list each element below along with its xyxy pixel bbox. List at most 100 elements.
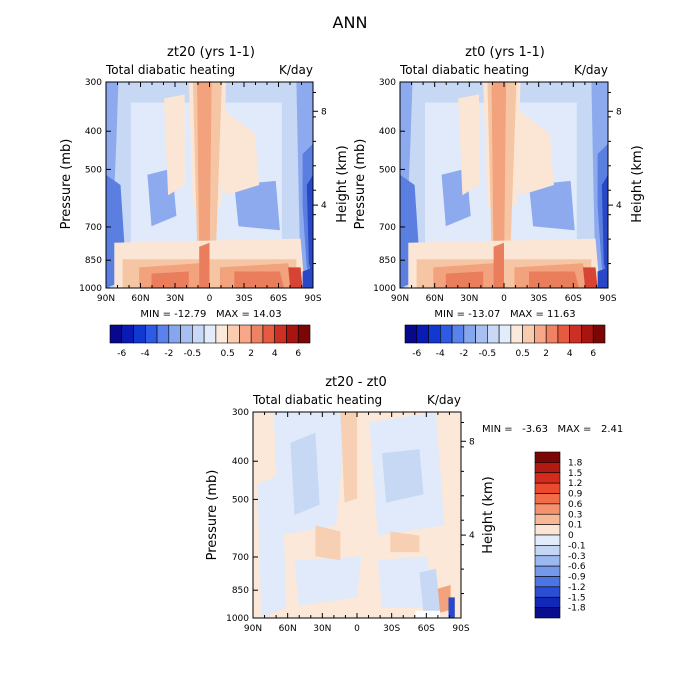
x-tick-label: 0 — [501, 294, 507, 304]
y-axis-label: Pressure (mb) — [205, 470, 220, 561]
contour-fill-region — [377, 556, 432, 608]
colorbar-label: -1.8 — [568, 604, 586, 614]
colorbar-swatch — [404, 324, 418, 344]
y-tick-label: 850 — [232, 586, 249, 596]
colorbar-swatch — [109, 324, 123, 344]
colorbar-swatch — [475, 324, 488, 344]
colorbar-swatch — [286, 324, 299, 344]
y-tick-label: 300 — [85, 78, 102, 88]
colorbar-label: -2 — [459, 349, 468, 359]
contour-fill-region — [529, 271, 579, 288]
contour-fill-region — [529, 180, 575, 231]
panel-subtitle-right: K/day — [427, 393, 461, 407]
contour-fill-region — [508, 102, 554, 196]
colorbar-swatch — [144, 324, 158, 344]
x-tick-label: 60S — [418, 624, 435, 634]
colorbar-swatch — [510, 324, 523, 344]
y-right-tick-label: 8 — [469, 437, 475, 447]
contour-fill-region — [294, 556, 362, 606]
colorbar-zt20: -6 -4 -2 -0.5 0.5 2 4 6 — [109, 324, 311, 359]
panel-subtitle-left: Total diabatic heating — [252, 393, 382, 407]
panel-subtitle-left: Total diabatic heating — [105, 63, 235, 77]
colorbar-swatch — [534, 524, 561, 536]
axes: 90N 60N 30N 0 30S 60S 90S 300 400 500 700 850 1000 8 4 — [79, 78, 327, 304]
contour-fill-region — [458, 94, 479, 196]
panel-zt0: zt0 (yrs 1-1) Total diabatic heating K/d… — [353, 45, 645, 320]
y-right-tick-label: 4 — [616, 201, 622, 211]
y-axis-right-label: Height (km) — [481, 476, 496, 553]
x-tick-label: 60N — [279, 624, 297, 634]
colorbar-swatch — [498, 324, 512, 344]
min-max-stats: MIN = -12.79 MAX = 14.03 — [140, 309, 281, 320]
colorbar-label: -6 — [412, 349, 421, 359]
contour-fill-region — [415, 610, 441, 618]
x-tick-label: 30N — [313, 624, 331, 634]
contour-fill-region — [583, 267, 598, 288]
y-axis-right-label: Height (km) — [630, 145, 645, 222]
axes: 90N 60N 30N 0 30S 60S 90S 300 400 500 700 850 1000 8 4 — [373, 78, 622, 304]
contour-fill-region — [491, 82, 507, 272]
contour-fill-region — [382, 449, 424, 503]
colorbar-label: -0.5 — [184, 349, 202, 359]
y-axis-right-label: Height (km) — [335, 145, 350, 222]
panel-subtitle-right: K/day — [574, 63, 608, 77]
x-tick-label: 90N — [391, 294, 409, 304]
colorbar-swatch — [121, 324, 134, 344]
x-tick-label: 90N — [244, 624, 262, 634]
y-tick-label: 500 — [232, 495, 249, 505]
y-axis-label: Pressure (mb) — [353, 139, 368, 230]
y-tick-label: 500 — [379, 165, 396, 175]
colorbar-label: 0.3 — [568, 510, 582, 520]
colorbar-swatch — [581, 324, 594, 344]
colorbar-label: -1.2 — [568, 583, 586, 593]
x-tick-label: 0 — [354, 624, 360, 634]
colorbar-swatch — [215, 324, 228, 344]
colorbar-swatch — [439, 324, 453, 344]
contour-fill-region — [306, 174, 313, 278]
y-tick-label: 500 — [85, 165, 102, 175]
colorbar-swatch — [592, 324, 606, 344]
panel-subtitle-left: Total diabatic heating — [399, 63, 529, 77]
colorbar-swatch — [534, 482, 561, 494]
contour-fill-region — [340, 412, 357, 503]
y-right-tick-label: 8 — [616, 107, 622, 117]
y-tick-label: 700 — [232, 553, 249, 563]
colorbar-swatch — [416, 324, 429, 344]
colorbar-swatch — [227, 324, 240, 344]
colorbar-label: 0.1 — [568, 521, 582, 531]
colorbar-label: -1.5 — [568, 593, 586, 603]
heatmap-field — [400, 82, 608, 288]
y-tick-label: 700 — [85, 223, 102, 233]
min-max-stats: MIN = -3.63 MAX = 2.41 — [482, 424, 623, 435]
contour-fill-region — [234, 271, 284, 288]
contour-fill-region — [302, 267, 313, 288]
y-tick-label: 400 — [379, 127, 396, 137]
contour-fill-region — [257, 473, 287, 618]
colorbar-label: 1.8 — [568, 458, 583, 468]
colorbar-swatch — [168, 324, 181, 344]
colorbar-label: -4 — [436, 349, 445, 359]
contour-fill-region — [164, 94, 185, 196]
colorbar-swatch — [250, 324, 264, 344]
colorbar-label: 4 — [567, 349, 573, 359]
colorbar-swatch — [522, 324, 535, 344]
colorbar-label: 6 — [295, 349, 301, 359]
y-right-tick-label: 4 — [321, 201, 327, 211]
colorbar-swatch — [156, 324, 170, 344]
x-tick-label: 60S — [565, 294, 582, 304]
contour-fill-region — [197, 82, 212, 272]
colorbar-swatch — [534, 545, 561, 557]
colorbar-swatch — [262, 324, 276, 344]
colorbar-label: 0 — [568, 531, 574, 541]
y-right-tick-label: 4 — [469, 531, 475, 541]
y-tick-label: 700 — [379, 223, 396, 233]
contour-fill-region — [199, 242, 210, 288]
colorbar-swatch — [534, 586, 561, 598]
x-tick-label: 30N — [460, 294, 478, 304]
colorbar-label: -0.5 — [479, 349, 497, 359]
colorbar-label: -0.9 — [568, 573, 586, 583]
colorbar-swatch — [534, 513, 561, 525]
y-tick-label: 300 — [232, 408, 249, 418]
colorbar-swatch — [534, 596, 561, 608]
